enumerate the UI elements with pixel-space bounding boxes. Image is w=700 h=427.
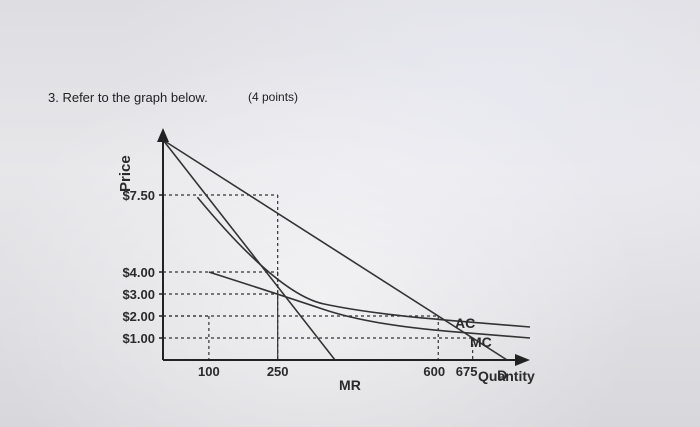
x-tick-label: 100 bbox=[198, 364, 220, 379]
curve-d bbox=[162, 139, 508, 361]
curve-labels: D MR AC MC bbox=[339, 315, 507, 393]
y-tick-label: $4.00 bbox=[122, 265, 155, 280]
curve-ac bbox=[196, 196, 531, 328]
curve-mr bbox=[162, 139, 336, 361]
curve-label-ac: AC bbox=[455, 315, 475, 331]
curves bbox=[162, 139, 531, 361]
y-axis-arrow bbox=[157, 128, 169, 142]
x-axis-label: Quantity bbox=[478, 368, 535, 384]
y-axis-label: Price bbox=[117, 155, 134, 192]
y-tick-label: $1.00 bbox=[122, 331, 155, 346]
curve-label-mc: MC bbox=[470, 334, 492, 350]
x-tick-label: 675 bbox=[456, 364, 478, 379]
guide-lines bbox=[163, 194, 474, 360]
y-tick-label: $3.00 bbox=[122, 287, 155, 302]
x-tick-label: 600 bbox=[423, 364, 445, 379]
curve-label-mr: MR bbox=[339, 377, 361, 393]
curve-mc bbox=[208, 271, 531, 339]
question-text: 3. Refer to the graph below. bbox=[48, 90, 208, 105]
axes: Price Quantity bbox=[117, 128, 535, 384]
tick-labels: $7.50 $4.00 $3.00 $2.00 $1.00 100 250 600 675 bbox=[122, 188, 477, 379]
points-label: (4 points) bbox=[248, 90, 299, 104]
x-axis-arrow bbox=[515, 354, 530, 366]
curve-label-d: D bbox=[497, 367, 507, 383]
y-tick-label: $7.50 bbox=[122, 188, 155, 203]
x-tick-label: 250 bbox=[267, 364, 289, 379]
y-tick-label: $2.00 bbox=[122, 309, 155, 324]
